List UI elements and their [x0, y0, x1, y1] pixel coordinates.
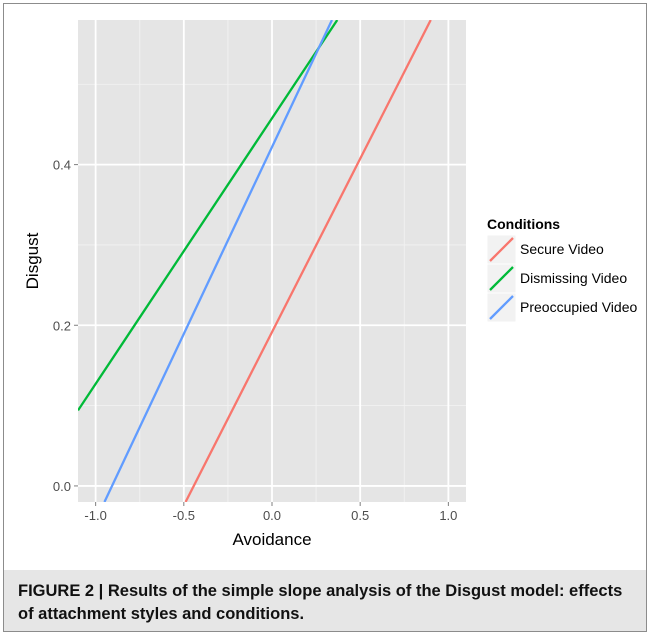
y-axis: 0.0 0.2 0.4 — [53, 158, 78, 494]
x-axis: -1.0 -0.5 0.0 0.5 1.0 — [84, 502, 457, 523]
legend-label: Dismissing Video — [520, 270, 627, 286]
y-tick-label: 0.2 — [53, 318, 71, 333]
legend-label: Preoccupied Video — [520, 299, 637, 315]
y-axis-label: Disgust — [23, 232, 42, 289]
caption-bar — [4, 570, 646, 631]
x-tick-label: 0.5 — [351, 508, 369, 523]
figure-caption: FIGURE 2 | Results of the simple slope a… — [18, 582, 623, 623]
x-tick-label: -0.5 — [173, 508, 195, 523]
y-tick-label: 0.0 — [53, 479, 71, 494]
x-axis-label: Avoidance — [232, 530, 311, 549]
legend: Conditions Secure Video Dismissing Video P… — [486, 216, 637, 323]
legend-label: Secure Video — [520, 241, 604, 257]
x-tick-label: 1.0 — [439, 508, 457, 523]
legend-key-line — [489, 237, 514, 262]
x-tick-label: 0.0 — [263, 508, 281, 523]
legend-key-line — [489, 295, 514, 320]
series-line-dismissing-video — [78, 20, 339, 412]
series-line-preoccupied-video — [103, 20, 334, 502]
legend-key-line — [489, 266, 514, 291]
x-tick-label: -1.0 — [84, 508, 106, 523]
y-tick-label: 0.4 — [53, 158, 71, 173]
legend-title: Conditions — [487, 216, 560, 232]
series-lines — [78, 20, 432, 502]
simple-slope-chart: -1.0 -0.5 0.0 0.5 1.0 0.0 0.2 0.4 Avoidance Di… — [23, 20, 637, 549]
grid-major — [78, 20, 466, 502]
series-line-secure-video — [184, 20, 432, 502]
